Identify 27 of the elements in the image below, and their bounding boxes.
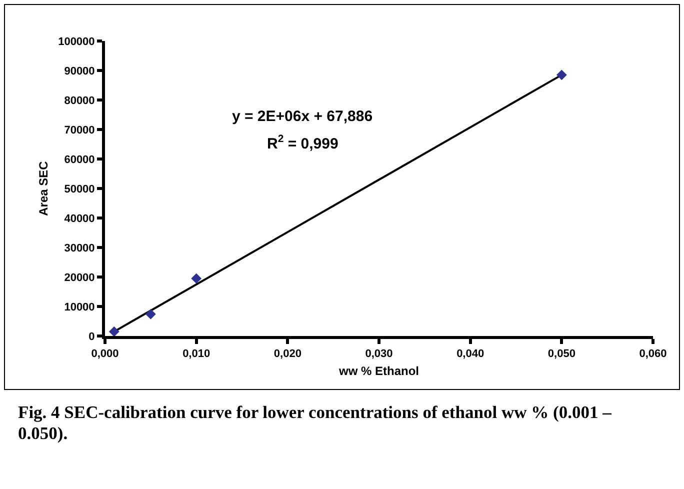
y-tick-label: 0 xyxy=(88,330,95,343)
x-tick-label: 0,040 xyxy=(456,348,484,360)
annotation: y = 2E+06x + 67,886 xyxy=(232,108,373,125)
y-tick-label: 40000 xyxy=(64,212,95,225)
y-tick-label: 30000 xyxy=(64,242,95,254)
annotation: R$^{2}$ = 0,999 xyxy=(267,133,338,152)
x-axis-title: ww % Ethanol xyxy=(338,364,420,378)
y-axis-title: Area SEC xyxy=(36,160,50,216)
point xyxy=(556,70,567,80)
y-tick-label: 50000 xyxy=(64,183,95,196)
x-tick-label: 0,020 xyxy=(274,348,302,360)
caption: Fig. 4 SEC-calibration curve for lower concentrations of ethanol ww % (0.001 – 0.050). xyxy=(18,402,612,444)
x-tick-label: 0,060 xyxy=(639,348,667,360)
x-tick-label: 0,030 xyxy=(365,348,393,360)
y-tick-label: 70000 xyxy=(64,124,95,136)
point xyxy=(108,326,120,337)
x-tick-label: 0,000 xyxy=(91,348,119,360)
y-tick-label: 90000 xyxy=(64,65,95,78)
y-tick-label: 20000 xyxy=(64,272,95,284)
point xyxy=(145,308,156,320)
y-tick-label: 10000 xyxy=(64,301,95,314)
y-tick-label: 80000 xyxy=(64,94,95,107)
y-tick-label: 60000 xyxy=(64,154,95,166)
point xyxy=(191,273,202,284)
x-tick-label: 0,010 xyxy=(182,348,210,360)
y-tick-label: 100000 xyxy=(58,36,95,48)
x-tick-label: 0,050 xyxy=(548,348,576,360)
